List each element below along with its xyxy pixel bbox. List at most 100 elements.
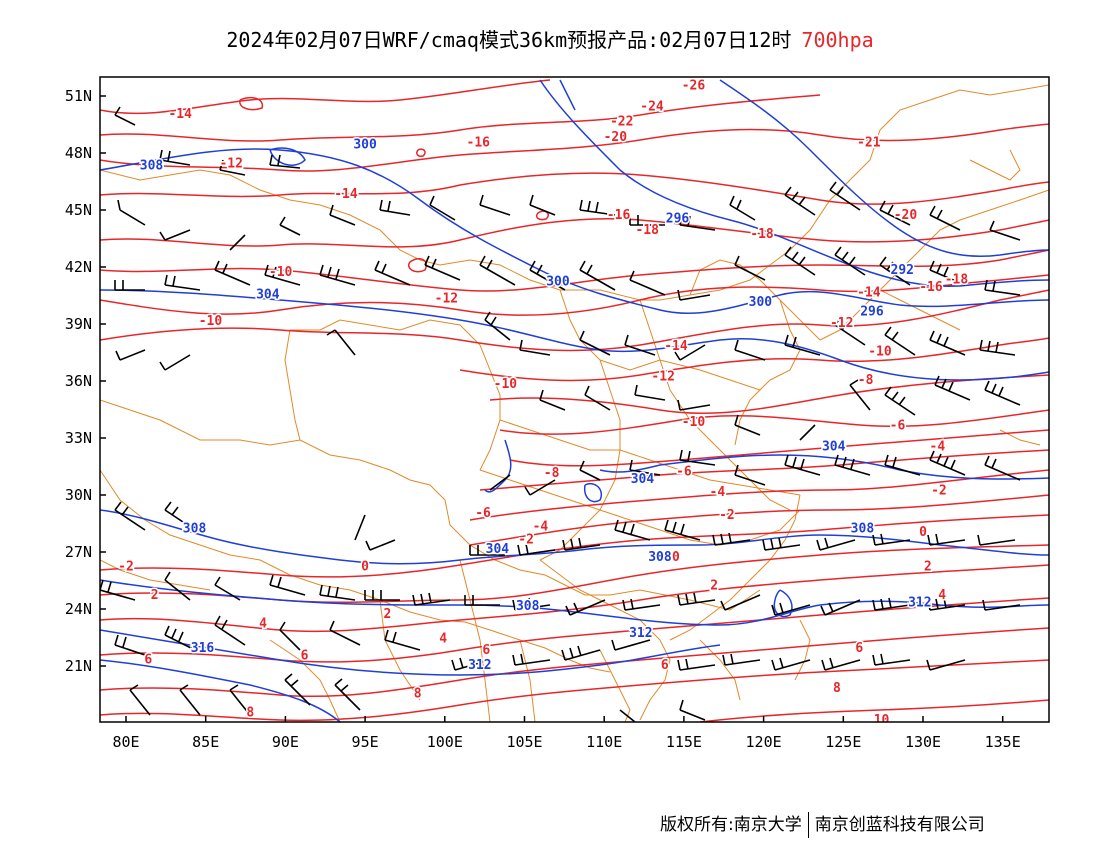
temperature-label: -18: [945, 272, 969, 287]
temperature-label: 6: [301, 649, 309, 664]
title-text: 2024年02月07日WRF/cmaq模式36km预报产品:02月07日12时: [226, 28, 792, 52]
temperature-label: -6: [890, 419, 906, 434]
lon-label: 110E: [586, 733, 622, 751]
temperature-label: 8: [833, 681, 841, 696]
temperature-label: -6: [475, 506, 491, 521]
lon-label: 125E: [825, 733, 861, 751]
temperature-label: -8: [544, 466, 560, 481]
isotherms: [100, 79, 1049, 722]
height-label: 308: [140, 158, 164, 173]
height-label: 304: [486, 542, 510, 557]
height-labels: 300 308 296 292 300 304 300 296 304 304 308 308 304 3…: [138, 136, 933, 675]
temperature-label: 4: [938, 588, 946, 603]
lon-label: 130E: [905, 733, 941, 751]
temperature-label: 8: [246, 706, 254, 721]
temperature-label: 0: [672, 550, 680, 565]
lat-label: 33N: [65, 429, 92, 447]
temperature-label: -20: [604, 130, 628, 145]
height-label: 304: [631, 472, 655, 487]
temperature-label: -12: [830, 316, 853, 331]
temperature-label: -20: [894, 208, 918, 223]
height-label: 308: [516, 599, 540, 614]
temperature-label: 6: [144, 652, 152, 667]
temperature-label: 2: [924, 559, 932, 574]
temperature-label: -21: [857, 136, 881, 151]
temperature-label: 4: [439, 632, 447, 647]
height-label: 308: [648, 550, 672, 565]
temperature-label: -12: [219, 157, 242, 172]
lat-label: 27N: [65, 543, 92, 561]
temperature-label: 10: [874, 713, 890, 728]
temperature-label: -4: [533, 519, 549, 534]
temperature-label: -14: [168, 107, 192, 122]
wind-barbs: [100, 106, 1021, 722]
temperature-label: -6: [676, 464, 692, 479]
height-contours: [100, 79, 1049, 722]
temperature-label: 6: [855, 641, 863, 656]
temperature-label: -4: [710, 485, 726, 500]
copyright-partner: 南京创蓝科技有限公司: [814, 815, 985, 835]
temperature-label: -2: [518, 533, 534, 548]
temperature-label: -2: [118, 559, 134, 574]
height-label: 308: [183, 521, 207, 536]
lon-label: 100E: [427, 733, 463, 751]
lon-label: 90E: [272, 733, 299, 751]
lon-label: 120E: [746, 733, 782, 751]
temperature-label: -18: [635, 223, 659, 238]
temperature-label: -12: [435, 291, 458, 306]
lon-label: 105E: [506, 733, 542, 751]
lat-label: 42N: [65, 258, 92, 276]
temperature-label: -10: [868, 345, 892, 360]
temperature-label: -16: [919, 280, 943, 295]
lat-label: 45N: [65, 201, 92, 219]
temperature-label: 2: [710, 578, 718, 593]
temperature-label: -24: [640, 100, 664, 115]
height-label: 300: [353, 138, 377, 153]
plot-frame: [99, 76, 1050, 723]
temperature-label: 4: [259, 616, 267, 631]
lon-label: 80E: [112, 733, 139, 751]
temperature-label: 6: [661, 658, 669, 673]
temperature-label: -10: [269, 265, 293, 280]
temperature-label: -22: [610, 115, 633, 130]
temperature-label: 0: [919, 525, 927, 540]
temperature-label: -4: [930, 440, 946, 455]
temperature-label: -2: [931, 483, 947, 498]
lon-label: 85E: [192, 733, 219, 751]
height-label: 300: [546, 274, 570, 289]
height-label: 312: [629, 626, 652, 641]
temperature-label: -14: [857, 286, 881, 301]
height-label: 296: [666, 212, 690, 227]
lon-label: 95E: [352, 733, 379, 751]
temperature-label: -8: [858, 373, 874, 388]
copyright-footer: 版权所有:南京大学 南京创蓝科技有限公司: [660, 810, 985, 838]
temperature-label: 8: [414, 687, 422, 702]
height-label: 308: [851, 521, 875, 536]
temperature-label: 2: [151, 588, 159, 603]
temperature-label: -12: [651, 369, 674, 384]
temperature-label: -14: [664, 339, 688, 354]
lon-label: 115E: [666, 733, 702, 751]
lon-label: 135E: [985, 733, 1021, 751]
height-label: 292: [891, 263, 914, 278]
temperature-label: -16: [607, 208, 631, 223]
longitude-axis: 80E 85E 90E 95E 100E 105E 110E 115E 120E 125E 130E…: [112, 716, 1021, 751]
height-label: 304: [822, 440, 846, 455]
temperature-label: -10: [199, 314, 223, 329]
height-label: 312: [468, 658, 491, 673]
copyright-owner: 版权所有:南京大学: [660, 815, 802, 835]
lat-label: 36N: [65, 372, 92, 390]
height-label: 312: [908, 595, 931, 610]
lat-label: 51N: [65, 87, 92, 105]
temperature-label: -16: [467, 136, 491, 151]
lat-label: 24N: [65, 600, 92, 618]
temperature-label: 2: [384, 607, 392, 622]
temperature-labels: -14-12-14-16-26-24-22-20 -21-10-10-12-16-…: [117, 77, 970, 728]
map-title: 2024年02月07日WRF/cmaq模式36km预报产品:02月07日12时 7…: [0, 24, 1100, 53]
footer-divider: [807, 812, 809, 838]
latitude-axis: 51N 48N 45N 42N 39N 36N 33N 30N 27N 24N 21N: [65, 87, 106, 675]
lat-label: 30N: [65, 486, 92, 504]
temperature-label: 0: [361, 559, 369, 574]
temperature-label: -2: [719, 508, 735, 523]
